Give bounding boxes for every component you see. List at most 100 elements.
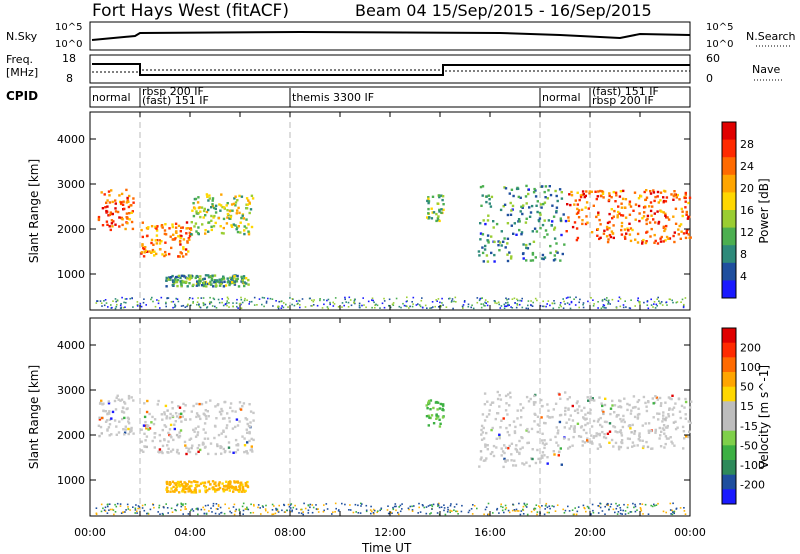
data-cell	[486, 234, 490, 237]
data-cell	[208, 487, 211, 491]
data-cell	[623, 235, 627, 238]
data-cell	[233, 280, 236, 283]
data-cell	[673, 190, 676, 193]
data-cell	[546, 197, 549, 200]
data-cell	[483, 513, 485, 516]
data-cell	[628, 213, 632, 216]
data-cell	[291, 298, 294, 300]
data-cell	[176, 448, 179, 452]
data-cell	[360, 505, 362, 507]
data-cell	[593, 435, 596, 438]
data-cell	[178, 436, 181, 439]
data-cell	[526, 503, 528, 506]
data-cell	[638, 434, 641, 437]
data-cell	[522, 252, 525, 255]
data-cell	[549, 251, 552, 255]
data-cell	[667, 218, 671, 221]
data-cell	[486, 260, 490, 263]
data-cell	[570, 300, 573, 303]
data-cell	[559, 217, 562, 220]
data-cell	[244, 481, 247, 485]
data-cell	[620, 221, 624, 225]
data-cell	[680, 207, 683, 211]
data-cell	[188, 438, 191, 441]
data-cell	[432, 503, 435, 506]
data-cell	[199, 448, 202, 452]
data-cell	[168, 417, 172, 420]
data-cell	[246, 508, 248, 510]
data-cell	[495, 446, 498, 449]
data-cell	[132, 506, 134, 508]
data-cell	[107, 214, 110, 217]
data-cell	[662, 428, 666, 432]
data-cell	[131, 297, 133, 299]
data-cell	[205, 210, 209, 214]
data-cell	[513, 509, 516, 511]
data-cell	[400, 306, 402, 309]
data-cell	[242, 513, 244, 515]
data-cell	[643, 211, 646, 214]
data-cell	[498, 249, 501, 252]
data-cell	[564, 406, 567, 410]
data-cell	[587, 507, 590, 510]
data-cell	[237, 307, 239, 309]
data-cell	[442, 409, 445, 412]
data-cell	[427, 399, 431, 403]
data-cell	[562, 508, 564, 511]
data-cell	[248, 303, 250, 305]
data-cell	[583, 406, 586, 410]
data-cell	[540, 203, 543, 206]
data-cell	[541, 253, 545, 257]
data-cell	[681, 214, 684, 218]
colorbar-swatch	[722, 280, 736, 299]
data-cell	[427, 401, 430, 404]
data-cell	[380, 507, 383, 510]
data-cell	[128, 218, 131, 221]
data-cell	[379, 509, 381, 512]
x-tick-label: 00:00	[74, 526, 106, 539]
data-cell	[505, 507, 508, 509]
data-cell	[291, 510, 293, 513]
data-cell	[207, 452, 210, 456]
data-cell	[611, 404, 614, 407]
data-cell	[556, 199, 559, 203]
data-cell	[438, 195, 441, 199]
data-cell	[235, 228, 238, 231]
data-cell	[200, 297, 203, 299]
data-cell	[662, 414, 665, 417]
data-cell	[228, 416, 231, 420]
data-cell	[154, 305, 157, 308]
data-cell	[616, 513, 619, 515]
data-cell	[638, 300, 640, 303]
data-cell	[230, 281, 234, 284]
data-cell	[95, 513, 98, 515]
data-cell	[608, 430, 612, 433]
data-cell	[194, 222, 198, 225]
data-cell	[175, 231, 178, 234]
data-cell	[602, 410, 605, 414]
colorbar-swatch	[722, 328, 736, 344]
data-cell	[631, 423, 634, 427]
data-cell	[182, 280, 185, 283]
data-cell	[100, 302, 103, 304]
data-cell	[230, 224, 233, 227]
data-cell	[108, 503, 111, 505]
data-cell	[181, 488, 185, 491]
data-cell	[633, 506, 635, 509]
data-cell	[665, 301, 668, 303]
data-cell	[221, 298, 223, 300]
data-cell	[573, 428, 576, 432]
data-cell	[665, 196, 669, 199]
data-cell	[174, 305, 177, 307]
data-cell	[641, 424, 644, 427]
data-cell	[684, 193, 687, 196]
data-cell	[198, 306, 201, 308]
data-cell	[552, 450, 555, 453]
data-cell	[648, 205, 651, 208]
data-cell	[143, 402, 146, 405]
data-cell	[555, 194, 558, 198]
data-cell	[618, 212, 621, 215]
data-cell	[660, 430, 663, 433]
data-cell	[535, 204, 538, 207]
data-cell	[440, 211, 443, 214]
